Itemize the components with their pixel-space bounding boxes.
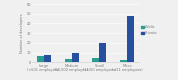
Bar — [72, 53, 78, 62]
Bar — [37, 56, 44, 62]
Bar — [92, 58, 99, 62]
Bar — [120, 60, 127, 62]
Bar — [99, 43, 106, 62]
Bar — [44, 55, 51, 62]
Bar — [65, 58, 72, 62]
Bar — [127, 16, 134, 62]
Legend: Public, Private: Public, Private — [141, 25, 158, 36]
Y-axis label: Number of developers: Number of developers — [20, 13, 24, 53]
